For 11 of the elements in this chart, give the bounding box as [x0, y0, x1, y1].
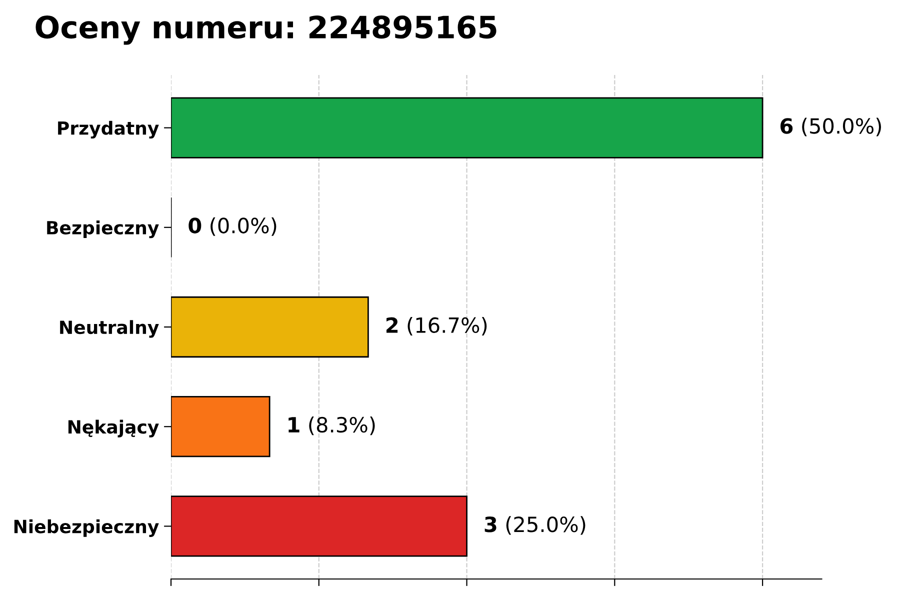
y-tick-label: Nękający — [68, 420, 159, 438]
data-label: 1 (8.3%) — [288, 416, 375, 436]
y-tick-label: Niebezpieczny — [14, 519, 159, 537]
data-label: 2 (16.7%) — [386, 316, 487, 336]
y-tick-label: Neutralny — [60, 320, 159, 338]
data-label: 6 (50.0%) — [780, 118, 881, 136]
data-label: 3 (25.0%) — [484, 516, 586, 535]
data-label: 0 (0.0%) — [188, 217, 276, 236]
y-tick-label: Przydatny — [58, 120, 159, 139]
chart-title: Oceny numeru: 224895165 — [36, 16, 496, 45]
y-tick-label: Bezpieczny — [47, 220, 159, 238]
